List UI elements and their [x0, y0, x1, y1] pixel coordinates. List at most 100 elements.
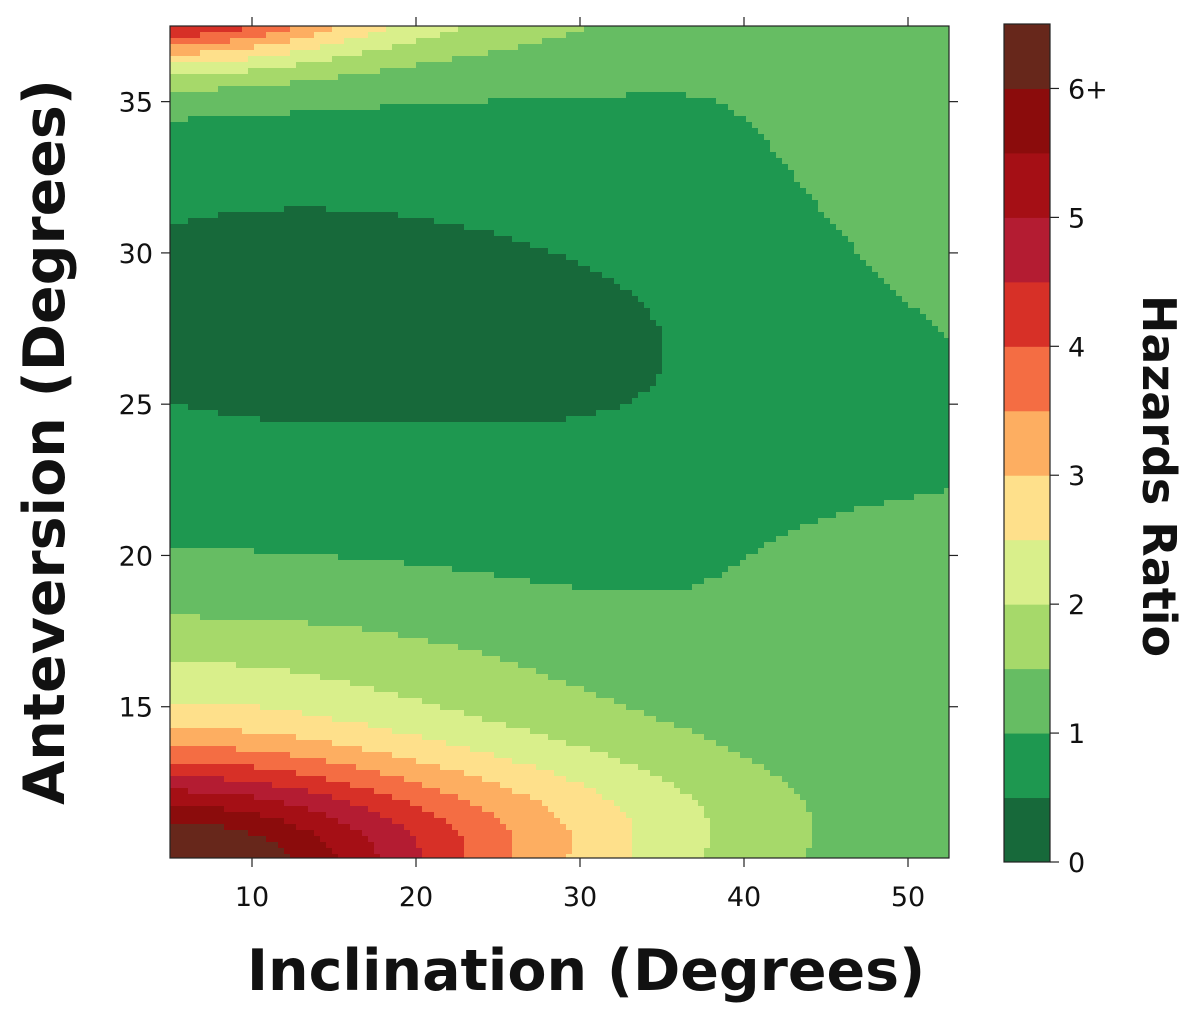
- contour-cell: [842, 230, 949, 237]
- contour-cell: [392, 728, 531, 735]
- colorbar-swatch: [1004, 281, 1050, 347]
- contour-cell: [170, 440, 949, 447]
- contour-cell: [638, 764, 765, 771]
- contour-cell: [818, 518, 949, 525]
- contour-cell: [170, 86, 219, 93]
- contour-cell: [224, 776, 327, 783]
- contour-cell: [632, 830, 711, 837]
- contour-cell: [296, 734, 423, 741]
- contour-cell: [572, 848, 633, 855]
- contour-cell: [440, 788, 513, 795]
- contour-cell: [416, 62, 949, 69]
- contour-cell: [386, 26, 459, 33]
- contour-cell: [416, 758, 513, 765]
- colorbar-swatch: [1004, 410, 1050, 476]
- contour-cell: [632, 836, 711, 843]
- contour-cell: [170, 686, 375, 693]
- contour-cell: [170, 794, 255, 801]
- contour-cell: [170, 326, 663, 333]
- contour-cell: [170, 122, 753, 129]
- contour-cell: [236, 662, 519, 669]
- contour-cell: [170, 554, 339, 561]
- contour-cell: [170, 704, 261, 711]
- contour-cell: [620, 284, 891, 291]
- contour-cell: [404, 776, 483, 783]
- contour-cell: [170, 806, 225, 813]
- contour-cell: [170, 680, 351, 687]
- contour-cell: [530, 794, 603, 801]
- contour-cell: [644, 302, 909, 309]
- contour-cell: [620, 806, 705, 813]
- contour-cell: [332, 26, 387, 33]
- contour-cell: [170, 308, 651, 315]
- contour-cell: [440, 764, 537, 771]
- contour-cell: [320, 836, 369, 843]
- contour-cell: [380, 104, 729, 111]
- contour-cell: [170, 590, 949, 597]
- contour-cell: [170, 170, 795, 177]
- contour-cell: [452, 56, 949, 63]
- contour-cell: [656, 374, 949, 381]
- contour-cell: [506, 824, 567, 831]
- contour-cell: [170, 314, 651, 321]
- contour-cell: [422, 854, 465, 858]
- contour-cell: [758, 128, 949, 135]
- contour-cell: [170, 782, 273, 789]
- contour-cell: [920, 308, 949, 315]
- contour-cell: [254, 794, 333, 801]
- contour-cell: [806, 800, 949, 807]
- contour-cell: [290, 668, 537, 675]
- contour-cell: [332, 716, 483, 723]
- contour-cell: [170, 344, 663, 351]
- x-tick-label: 30: [563, 882, 597, 913]
- colorbar-swatch: [1004, 152, 1050, 218]
- contour-cell: [170, 44, 255, 51]
- contour-cell: [824, 212, 949, 219]
- contour-cell: [320, 674, 549, 681]
- contour-cell: [602, 794, 693, 801]
- contour-cell: [434, 812, 495, 819]
- contour-cell: [404, 560, 741, 567]
- contour-cell: [326, 206, 819, 213]
- contour-cell: [284, 800, 351, 807]
- contour-cell: [332, 740, 447, 747]
- contour-cell: [218, 410, 597, 417]
- contour-cell: [464, 842, 513, 849]
- contour-cell: [716, 98, 949, 105]
- contour-cell: [170, 260, 579, 267]
- contour-cell: [368, 722, 507, 729]
- contour-cell: [500, 656, 949, 663]
- contour-cell: [374, 686, 585, 693]
- colorbar-swatch: [1004, 733, 1050, 799]
- contour-cell: [290, 854, 339, 858]
- contour-cell: [170, 776, 225, 783]
- contour-cell: [170, 110, 291, 117]
- contour-cell: [458, 830, 513, 837]
- contour-cell: [284, 206, 327, 213]
- contour-cell: [170, 572, 495, 579]
- contour-cell: [170, 362, 663, 369]
- contour-cell: [344, 38, 417, 45]
- contour-cell: [482, 776, 567, 783]
- contour-cell: [170, 380, 657, 387]
- contour-cell: [170, 356, 663, 363]
- contour-cell: [596, 410, 949, 417]
- contour-cell: [170, 848, 285, 855]
- contour-cell: [584, 782, 675, 789]
- contour-cell: [170, 296, 639, 303]
- contour-cell: [572, 836, 633, 843]
- contour-cell: [794, 788, 949, 795]
- contour-cell: [764, 542, 949, 549]
- contour-cell: [170, 644, 459, 651]
- contour-cell: [170, 104, 381, 111]
- contour-cell: [422, 848, 465, 855]
- contour-cell: [296, 770, 381, 777]
- contour-cell: [260, 416, 567, 423]
- contour-cell: [188, 788, 309, 795]
- contour-cell: [698, 800, 807, 807]
- contour-cell: [170, 500, 885, 507]
- contour-cell: [644, 710, 949, 717]
- contour-cell: [662, 776, 783, 783]
- contour-cell: [878, 272, 949, 279]
- colorbar-swatch: [1004, 475, 1050, 541]
